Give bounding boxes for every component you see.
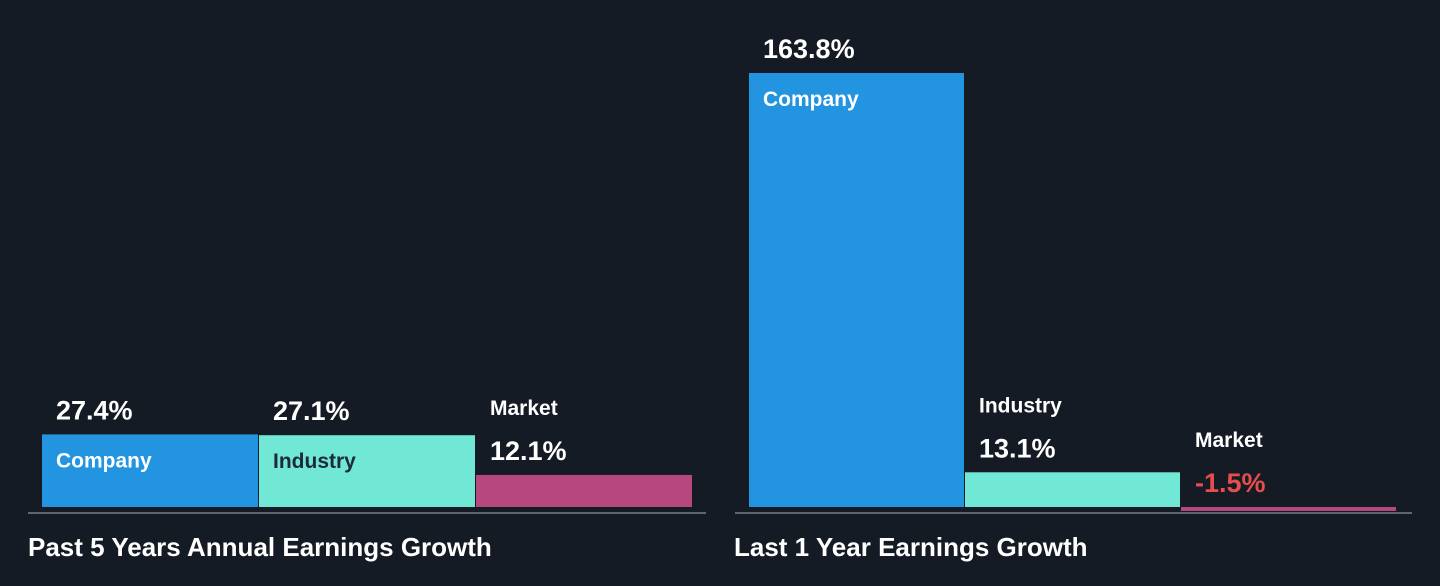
category-label-market: Market bbox=[490, 397, 558, 420]
bar-company bbox=[42, 434, 258, 507]
category-label-company: Company bbox=[763, 88, 859, 111]
category-label-market: Market bbox=[1195, 429, 1263, 452]
chart-last-1-year: Company 163.8% Industry 13.1% Market -1.5% bbox=[735, 34, 1412, 514]
bar-company bbox=[749, 73, 964, 507]
value-label-industry: 27.1% bbox=[273, 396, 350, 426]
bar-industry bbox=[965, 472, 1180, 507]
chart-title-last-1-year: Last 1 Year Earnings Growth bbox=[734, 532, 1088, 562]
value-label-company: 27.4% bbox=[56, 395, 133, 425]
bar-market bbox=[1181, 507, 1396, 511]
value-label-company: 163.8% bbox=[763, 34, 855, 64]
bar-industry bbox=[259, 435, 475, 507]
category-label-company: Company bbox=[56, 449, 152, 472]
value-label-market: 12.1% bbox=[490, 436, 567, 466]
value-label-market: -1.5% bbox=[1195, 468, 1266, 498]
chart-past-5-years: Company 27.4% Industry 27.1% Market 12.1% bbox=[28, 395, 706, 514]
chart-title-past-5-years: Past 5 Years Annual Earnings Growth bbox=[28, 532, 492, 562]
category-label-industry: Industry bbox=[979, 394, 1062, 417]
value-label-industry: 13.1% bbox=[979, 433, 1056, 463]
category-label-industry: Industry bbox=[273, 450, 356, 473]
bar-market bbox=[476, 474, 692, 507]
